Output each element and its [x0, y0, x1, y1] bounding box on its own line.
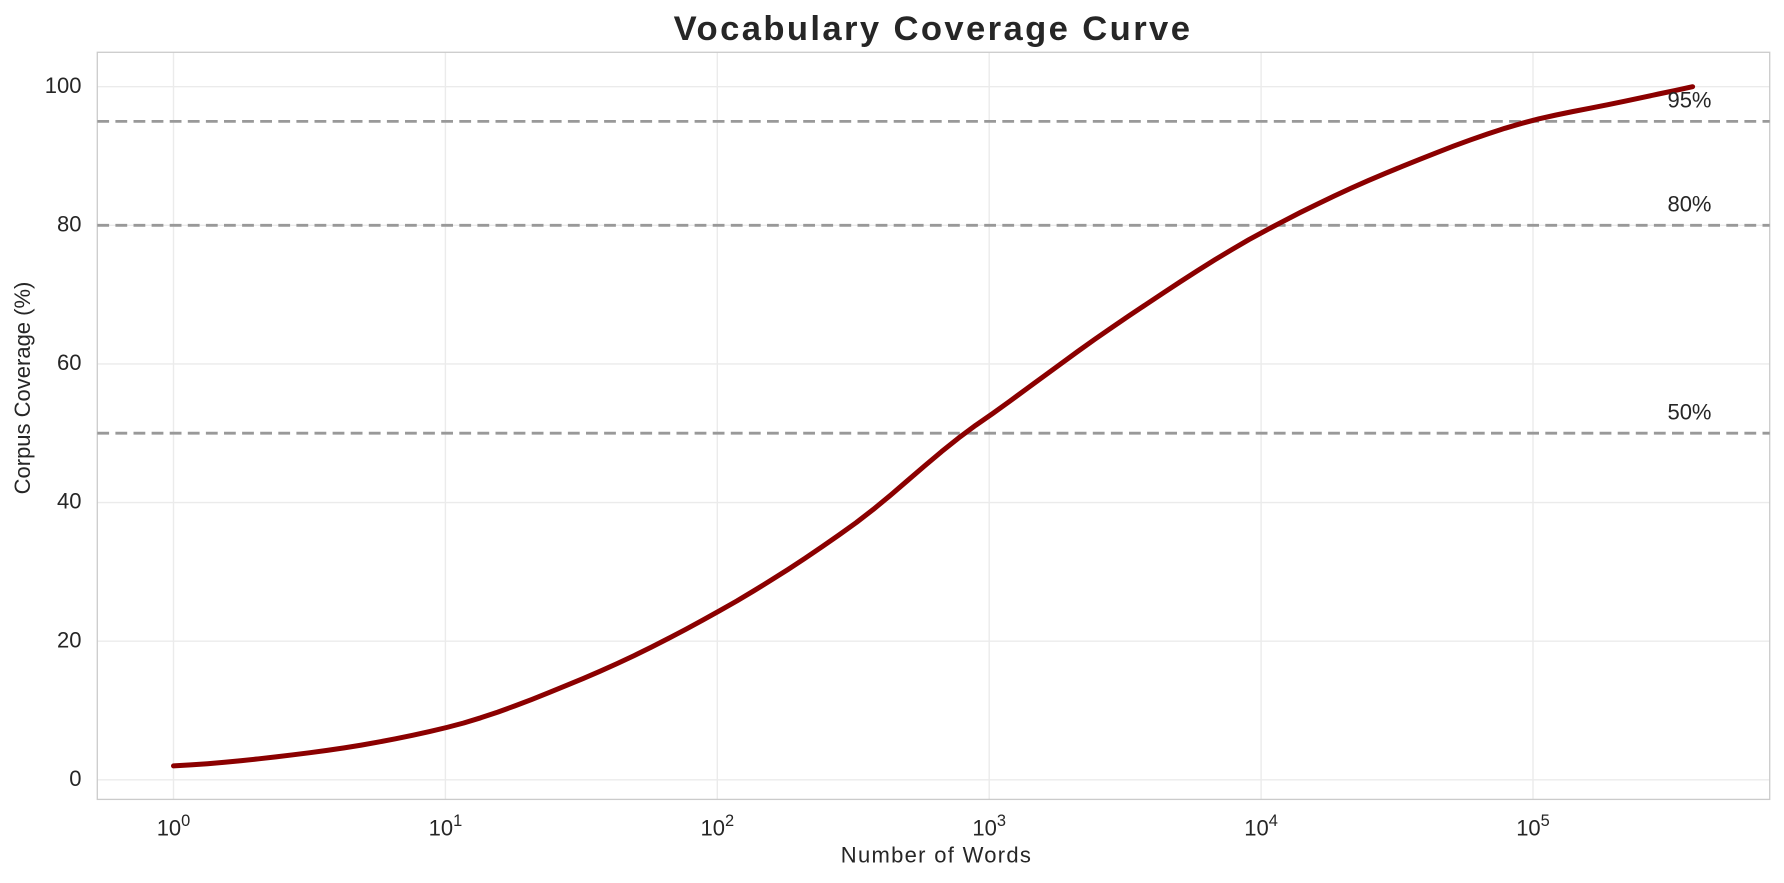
- svg-text:80: 80: [57, 211, 81, 236]
- svg-text:20: 20: [57, 627, 81, 652]
- svg-text:95%: 95%: [1667, 88, 1711, 113]
- svg-text:Vocabulary Coverage Curve: Vocabulary Coverage Curve: [674, 10, 1193, 48]
- svg-text:Corpus Coverage (%): Corpus Coverage (%): [10, 282, 35, 495]
- svg-text:100: 100: [45, 73, 82, 98]
- svg-text:80%: 80%: [1667, 192, 1711, 217]
- svg-text:Number of Words: Number of Words: [841, 843, 1032, 868]
- svg-text:0: 0: [69, 766, 81, 791]
- svg-text:60: 60: [57, 350, 81, 375]
- svg-text:40: 40: [57, 489, 81, 514]
- svg-text:50%: 50%: [1667, 399, 1711, 424]
